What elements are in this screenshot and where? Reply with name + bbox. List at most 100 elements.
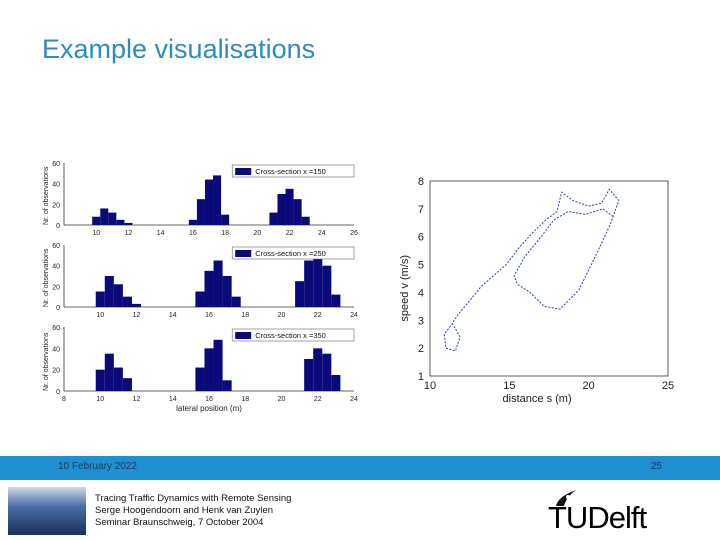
x-tick-label: 10 bbox=[92, 230, 100, 237]
histogram-bar bbox=[322, 353, 332, 391]
histogram-bar bbox=[222, 380, 232, 391]
y-tick-label: 2 bbox=[418, 343, 424, 355]
x-tick-label: 12 bbox=[133, 312, 141, 319]
histogram-bar bbox=[95, 291, 105, 307]
y-tick-label: 20 bbox=[52, 202, 60, 209]
histogram-bar bbox=[331, 294, 341, 307]
legend-box bbox=[231, 328, 355, 342]
histogram-bar bbox=[301, 216, 310, 225]
x-tick-label: 20 bbox=[278, 396, 286, 403]
histogram-bar bbox=[231, 296, 241, 307]
y-tick-label: 1 bbox=[418, 371, 424, 383]
y-tick-label: 0 bbox=[56, 223, 60, 230]
histogram-bar bbox=[331, 375, 341, 391]
legend-box bbox=[231, 246, 355, 260]
histogram-bar bbox=[131, 303, 142, 307]
y-tick-label: 60 bbox=[52, 243, 60, 250]
x-tick-label: 20 bbox=[583, 380, 595, 392]
x-tick-label: 14 bbox=[169, 312, 177, 319]
x-tick-label: 24 bbox=[318, 230, 326, 237]
legend-swatch bbox=[235, 332, 252, 339]
footer-line-2: Serge Hoogendoorn and Henk van Zuylen bbox=[95, 505, 273, 516]
footer-line-1: Tracing Traffic Dynamics with Remote Sen… bbox=[95, 493, 292, 504]
x-tick-label: 25 bbox=[662, 380, 674, 392]
x-axis-label: distance s (m) bbox=[503, 393, 572, 405]
page-number: 25 bbox=[650, 461, 662, 472]
y-tick-label: 3 bbox=[418, 315, 424, 327]
histogram-bar bbox=[204, 179, 214, 225]
histogram-bar bbox=[188, 219, 197, 225]
y-tick-label: 40 bbox=[52, 346, 60, 353]
y-tick-label: 40 bbox=[52, 182, 60, 189]
trajectory-line bbox=[443, 188, 620, 352]
histogram-bar bbox=[204, 348, 214, 391]
histogram-bar bbox=[213, 260, 223, 307]
tudelft-logo: TUDelft bbox=[548, 500, 647, 535]
x-tick-label: 22 bbox=[314, 396, 322, 403]
x-tick-label: 18 bbox=[241, 312, 249, 319]
legend-label: Cross-section x =250 bbox=[255, 249, 326, 258]
y-tick-label: 7 bbox=[418, 204, 424, 216]
histogram-bar bbox=[313, 348, 323, 391]
y-tick-label: 60 bbox=[52, 161, 60, 168]
histogram-bar bbox=[213, 339, 223, 391]
x-tick-label: 22 bbox=[314, 312, 322, 319]
y-tick-label: 60 bbox=[52, 325, 60, 332]
histogram-bar bbox=[277, 194, 286, 225]
y-tick-label: 0 bbox=[56, 389, 60, 396]
x-tick-label: 10 bbox=[96, 312, 104, 319]
histogram-bar bbox=[122, 378, 132, 391]
x-tick-label: 15 bbox=[503, 380, 515, 392]
histogram-bar bbox=[104, 353, 114, 391]
histogram-bar bbox=[295, 281, 305, 307]
footer-date: 10 February 2022 bbox=[58, 461, 137, 472]
footer-credits: Tracing Traffic Dynamics with Remote Sen… bbox=[95, 493, 291, 529]
legend-swatch bbox=[235, 250, 252, 257]
x-tick-label: 16 bbox=[189, 230, 197, 237]
histogram-bar bbox=[95, 369, 105, 391]
x-tick-label: 10 bbox=[424, 380, 436, 392]
histogram-bar bbox=[92, 216, 101, 225]
y-tick-label: 0 bbox=[56, 305, 60, 312]
y-axis-label: Nr. of observations bbox=[43, 166, 50, 225]
footer-thumbnail-image bbox=[8, 487, 86, 535]
histogram-bar bbox=[204, 270, 214, 307]
histogram-bar bbox=[124, 222, 133, 225]
histogram-bar bbox=[285, 188, 294, 225]
y-tick-label: 20 bbox=[52, 284, 60, 291]
x-tick-label: 14 bbox=[157, 230, 165, 237]
y-axis-label: Nr. of observations bbox=[43, 332, 50, 391]
histogram-bar bbox=[113, 367, 123, 391]
histogram-bar bbox=[104, 276, 114, 307]
x-tick-label: 26 bbox=[350, 230, 358, 237]
legend-box bbox=[231, 164, 355, 178]
legend-label: Cross-section x =350 bbox=[255, 331, 326, 340]
y-tick-label: 20 bbox=[52, 368, 60, 375]
histogram-bar bbox=[100, 208, 109, 225]
histogram-bar bbox=[195, 291, 205, 307]
plot-frame bbox=[429, 180, 669, 377]
histogram-bar bbox=[293, 199, 302, 225]
y-tick-label: 5 bbox=[418, 260, 424, 272]
flame-logo-icon bbox=[556, 490, 576, 506]
histogram-bar bbox=[108, 212, 117, 225]
y-tick-label: 8 bbox=[418, 176, 424, 188]
y-tick-label: 4 bbox=[418, 287, 424, 299]
x-tick-label: 24 bbox=[350, 312, 358, 319]
histogram-bar bbox=[304, 260, 314, 307]
x-tick-label: 20 bbox=[253, 230, 261, 237]
x-tick-label: 18 bbox=[221, 230, 229, 237]
y-tick-label: 40 bbox=[52, 264, 60, 271]
histogram-bar bbox=[195, 367, 205, 391]
y-axis-label: Nr. of observations bbox=[43, 248, 50, 307]
x-tick-label: 10 bbox=[96, 396, 104, 403]
x-tick-label: 12 bbox=[125, 230, 133, 237]
histogram-bar bbox=[116, 219, 125, 225]
histogram-bar bbox=[196, 199, 205, 225]
y-axis-label: speed v (m/s) bbox=[399, 255, 411, 322]
x-tick-label: 20 bbox=[278, 312, 286, 319]
slide-title: Example visualisations bbox=[42, 34, 316, 64]
histogram-bar bbox=[221, 214, 230, 225]
x-tick-label: 24 bbox=[350, 396, 358, 403]
